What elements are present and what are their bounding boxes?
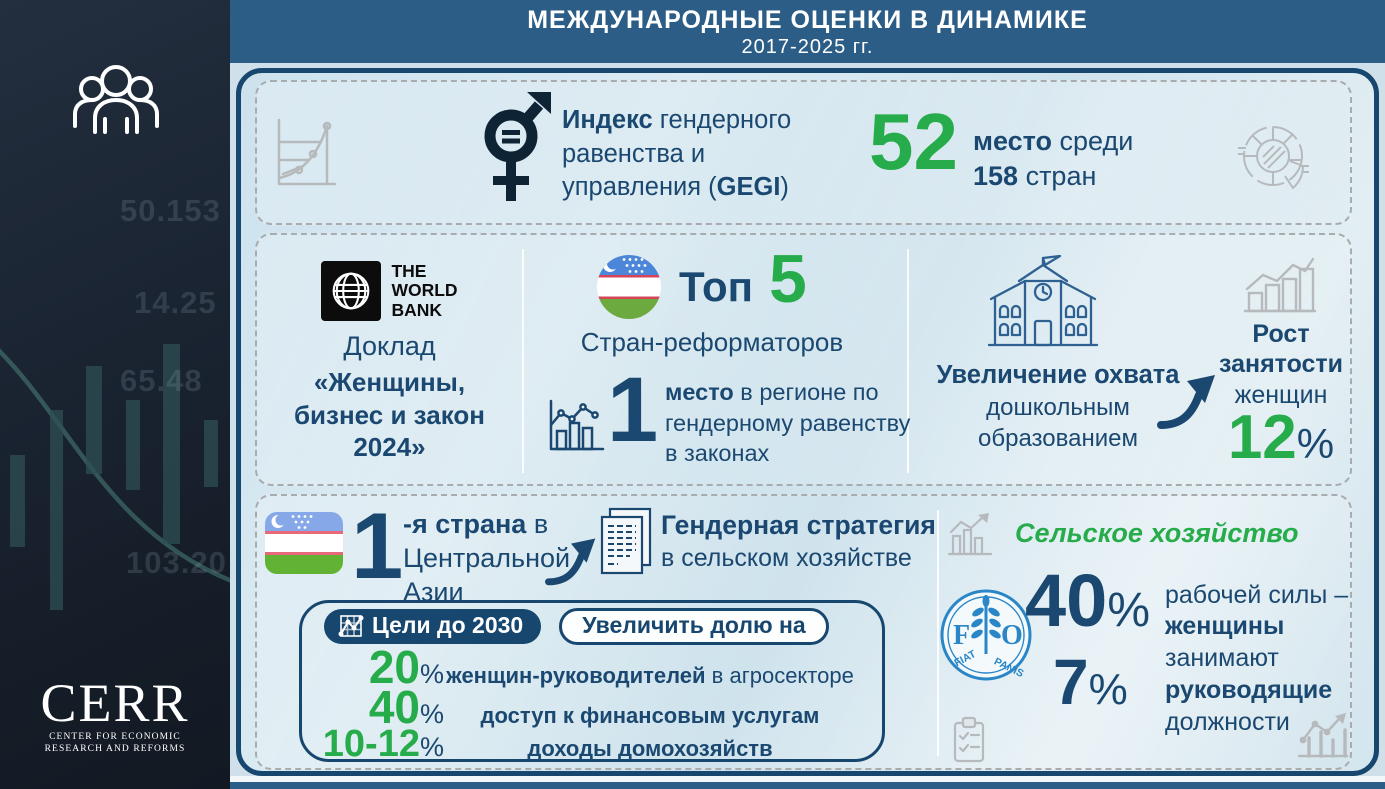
bar-line-chart-icon [549,399,605,451]
gegi-card: Индекс гендерного равенства и управления… [255,80,1352,225]
gegi-rank-text: место среди 158 стран [973,126,1134,192]
preschool-text: Увеличение охвата дошкольным образование… [936,361,1180,453]
labor-share-text: рабочей силы – женщины [1165,581,1349,641]
uzbekistan-flag-square [265,512,343,574]
first-country-text: -я страна в Центральной Азии [403,509,571,607]
worldbank-logo [321,261,382,321]
goal-row: 10-12% доходы домохозяйств [322,723,773,765]
goals-grid-chart-icon [338,614,364,637]
leadership-value: 7% [1053,646,1128,718]
sketch-growth-chart-icon [277,118,337,186]
employment-text: Рост занятости женщин 12% [1218,320,1344,472]
goals-2030-pill: Цели до 2030 [324,609,542,644]
cerr-logo-subtitle: CENTER FOR ECONOMIC RESEARCH AND REFORMS [44,732,186,754]
top5-subtitle: Стран-реформаторов [580,327,844,357]
strategy-document-icon [600,507,652,575]
sidebar-watermark-number: 103.20 [126,545,227,580]
main-area: Индекс гендерного равенства и управления… [230,63,1385,789]
report-label: Доклад [343,331,436,361]
svg-text:F: F [953,620,970,651]
leadership-text: занимают руководящие должности [1165,644,1333,736]
goals-2030-box: Цели до 2030 Увеличить долю на 20% женщи… [299,600,885,763]
gegi-title: Индекс гендерного равенства и управления… [562,106,792,202]
bottom-gap [230,776,1385,782]
reforms-card: THE WORLD BANK Доклад «Женщины, бизнес и… [255,233,1352,486]
cerr-logo-title: CERR [40,673,190,733]
agriculture-title: Сельское хозяйство [1015,518,1299,548]
sidebar-watermark-number: 14.25 [134,285,217,320]
increase-share-pill: Увеличить долю на [559,608,829,645]
agriculture-card: 1 -я страна в Центральной Азии Гендер [255,494,1352,770]
donut-chart-sketch-icon [1238,126,1309,190]
strategy-text: Гендерная стратегия в сельском хозяйстве [661,510,936,572]
worldbank-globe-icon [333,272,370,310]
top5-value: 5 [769,241,807,317]
labor-share-value: 40% [1025,559,1150,642]
sidebar-chart-bar [86,366,102,474]
sidebar-chart-bar [204,420,218,487]
page-subtitle: 2017-2025 гг. [741,36,874,58]
uzbekistan-flag-circle [597,255,661,319]
up-arrow-curve [545,538,596,586]
employment-bars-icon [1243,257,1317,313]
region-rank-text: место в регионе по гендерному равенству … [665,379,911,467]
clipboard-icon [953,716,985,763]
gegi-rank-value: 52 [869,97,958,186]
sidebar-chart-bar [10,455,25,547]
worldbank-block: THE WORLD BANK Доклад «Женщины, бизнес и… [257,235,522,464]
first-country-value: 1 [351,493,404,598]
sidebar: 50.153 14.25 65.48 103.20 CERR CENTER FO… [0,0,230,789]
top5-label: Топ [679,263,754,310]
column-divider [907,249,909,473]
bars-trend-icon [947,513,993,556]
gender-equality-icon [484,92,551,201]
column-divider [937,510,939,756]
women-group-icon [73,65,159,134]
footer-strip [230,782,1385,789]
cerr-logo: CERR CENTER FOR ECONOMIC RESEARCH AND RE… [0,676,230,756]
goals-pill-label: Цели до 2030 [372,612,524,638]
sidebar-chart-bar [50,410,63,610]
header: МЕЖДУНАРОДНЫЕ ОЦЕНКИ В ДИНАМИКЕ 2017-202… [230,0,1385,63]
goal-row: 20% женщин-руководителей в агросекторе [368,641,854,693]
sidebar-watermark-number: 50.153 [120,193,221,228]
sidebar-chart-bar [126,400,140,490]
sidebar-watermark-number: 65.48 [120,363,203,398]
goal-row: 40% доступ к финансовым услугам [368,681,820,733]
svg-text:O: O [1001,620,1023,651]
worldbank-wordmark: THE WORLD BANK [391,260,458,320]
page-title: МЕЖДУНАРОДНЫЕ ОЦЕНКИ В ДИНАМИКЕ [527,6,1088,34]
sidebar-chart-bar [163,344,180,544]
up-arrow-curve [1157,375,1215,429]
region-rank-value: 1 [607,359,659,461]
column-divider [522,249,524,473]
school-building-icon [987,255,1099,347]
growth-bars-icon [1297,713,1349,758]
report-title: «Женщины, бизнес и закон 2024» [294,367,485,462]
fao-logo: F O FIAT PANIS [940,589,1032,681]
content-frame [236,68,1379,776]
